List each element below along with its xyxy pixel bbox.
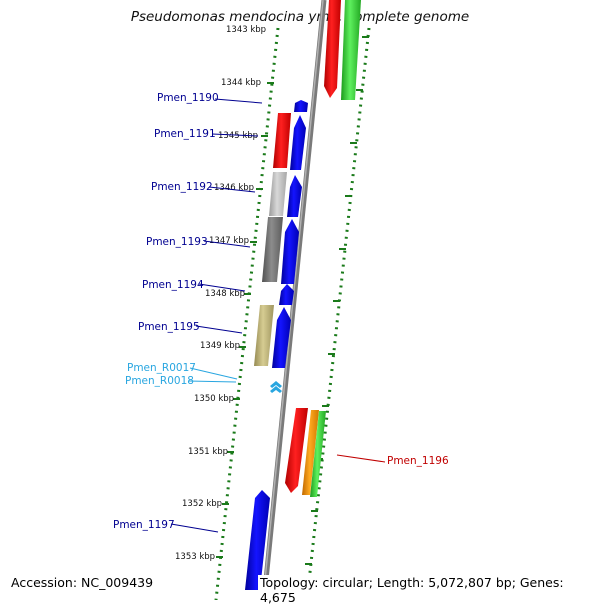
leader-1191	[211, 133, 259, 137]
inner-rail	[214, 27, 280, 600]
gene-1193-darkgray	[262, 217, 283, 282]
leader-r0018	[187, 380, 237, 383]
gene-1196-green	[310, 411, 326, 497]
gene-1196-red	[285, 408, 308, 493]
rna-r0018	[270, 386, 282, 393]
gene-labels: Pmen_1190 Pmen_1191 Pmen_1192 Pmen_1193 …	[113, 92, 449, 531]
kbp-label-1352: 1352 kbp	[182, 499, 222, 509]
kbp-label-1353: 1353 kbp	[175, 552, 215, 562]
gene-1193-blue	[281, 219, 299, 284]
gene-1196-orange	[302, 410, 319, 495]
gene-top-green	[341, 0, 361, 100]
leader-1192	[208, 186, 256, 193]
label-pmen-1190: Pmen_1190	[157, 92, 219, 104]
kbp-label-1344: 1344 kbp	[221, 78, 261, 88]
figure-title: Pseudomonas mendocina ymp, complete geno…	[130, 9, 470, 25]
rna-chevrons	[270, 381, 282, 393]
gene-1194	[279, 284, 294, 305]
leader-1197	[170, 523, 219, 533]
gene-1191-red	[273, 113, 291, 168]
leader-1195	[195, 325, 243, 334]
leader-r0017	[189, 367, 238, 380]
leader-1194	[198, 283, 246, 292]
gene-1190	[294, 100, 308, 112]
accession-text: Accession: NC_009439	[9, 575, 156, 590]
label-pmen-1193: Pmen_1193	[146, 236, 208, 248]
kbp-label-1351: 1351 kbp	[188, 447, 228, 457]
outer-ticks	[305, 36, 369, 565]
kbp-label-1346: 1346 kbp	[214, 183, 254, 193]
gene-1192-blue	[287, 175, 302, 217]
gene-1197	[245, 490, 270, 590]
label-pmen-1196: Pmen_1196	[387, 455, 449, 467]
kbp-label-1345: 1345 kbp	[218, 131, 258, 141]
rna-r0017	[270, 381, 282, 388]
genome-info-text: Topology: circular; Length: 5,072,807 bp…	[258, 575, 600, 605]
genome-backbone-highlight	[262, 0, 324, 600]
kbp-label-1343: 1343 kbp	[226, 25, 266, 35]
leader-1196	[336, 454, 386, 463]
gene-1195-khaki	[254, 305, 274, 366]
kbp-label-1348: 1348 kbp	[205, 289, 245, 299]
leader-1190	[214, 98, 263, 104]
label-pmen-1192: Pmen_1192	[151, 181, 213, 193]
label-pmen-1197: Pmen_1197	[113, 519, 175, 531]
leader-lines	[170, 98, 386, 533]
label-pmen-r0018: Pmen_R0018	[125, 375, 194, 387]
leader-1193	[203, 240, 251, 248]
label-pmen-1191: Pmen_1191	[154, 128, 216, 140]
gene-1191-blue	[290, 115, 306, 170]
gene-1192-gray	[269, 172, 287, 216]
kbp-ticks	[216, 82, 274, 558]
kbp-label-1349: 1349 kbp	[200, 341, 240, 351]
genome-backbone	[261, 0, 327, 600]
outer-rail	[305, 27, 371, 600]
gene-1195-blue	[272, 307, 291, 368]
label-pmen-1194: Pmen_1194	[142, 279, 204, 291]
kbp-label-1350: 1350 kbp	[194, 394, 234, 404]
kbp-label-1347: 1347 kbp	[209, 236, 249, 246]
label-pmen-1195: Pmen_1195	[138, 321, 200, 333]
kbp-labels: 1343 kbp 1344 kbp 1345 kbp 1346 kbp 1347…	[175, 25, 266, 562]
gene-top-red	[324, 0, 341, 98]
label-pmen-r0017: Pmen_R0017	[127, 362, 196, 374]
